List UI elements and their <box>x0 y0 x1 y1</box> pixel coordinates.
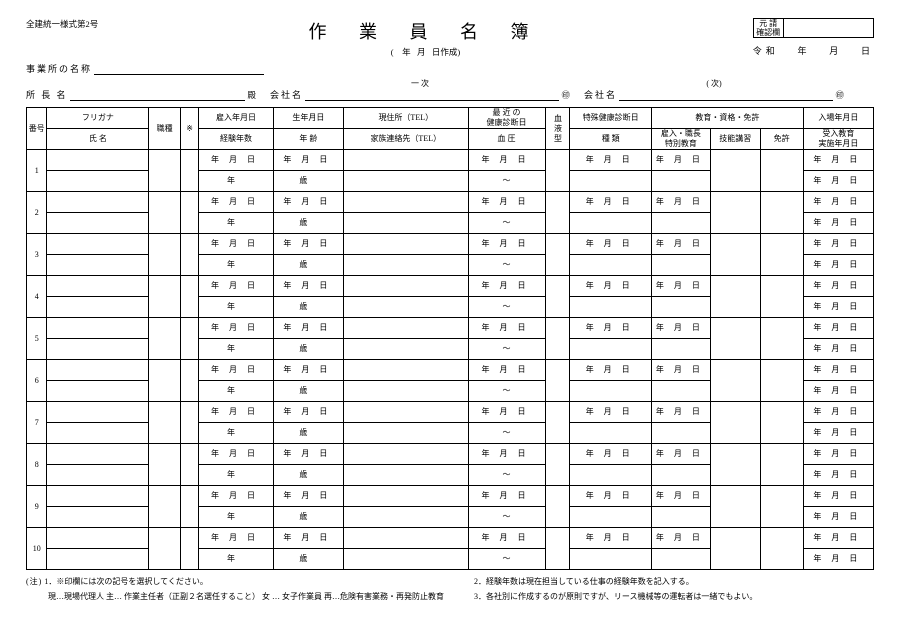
table-row: 10年 月 日年 月 日年 月 日年 月 日年 月 日年 月 日 <box>27 528 874 549</box>
row-no: 10 <box>27 528 47 570</box>
hdr-edu1: 雇入・職長特別教育 <box>651 129 710 150</box>
chief-name-field: 所 長 名 殿 <box>26 79 256 101</box>
row-no: 5 <box>27 318 47 360</box>
hdr-shokushu: 職種 <box>149 108 181 150</box>
hdr-edu3: 免許 <box>760 129 803 150</box>
hdr-no: 番号 <box>27 108 47 150</box>
row-no: 6 <box>27 360 47 402</box>
table-row: 6年 月 日年 月 日年 月 日年 月 日年 月 日年 月 日 <box>27 360 874 381</box>
row-no: 2 <box>27 192 47 234</box>
hdr-kind: 種 類 <box>570 129 652 150</box>
confirm-cell <box>784 19 816 37</box>
table-row: 9年 月 日年 月 日年 月 日年 月 日年 月 日年 月 日 <box>27 486 874 507</box>
hdr-blood: 血液型 <box>545 108 570 150</box>
primary-company-field: 一 次 会社名 ㊞ <box>270 79 570 101</box>
reiwa-date: 令和 年 月 日 <box>753 44 874 57</box>
row-no: 3 <box>27 234 47 276</box>
hdr-age: 年 齢 <box>273 129 343 150</box>
creation-date-line: ( 年 月 日作成) <box>98 46 752 58</box>
row-no: 7 <box>27 402 47 444</box>
worker-roster-table: 番号 フリガナ 職種 ※ 雇入年月日 生年月日 現住所（TEL） 最 近 の健康… <box>26 107 874 570</box>
page-title: 作 業 員 名 簿 <box>98 18 752 44</box>
table-row: 5年 月 日年 月 日年 月 日年 月 日年 月 日年 月 日 <box>27 318 874 339</box>
hdr-family: 家族連絡先（TEL） <box>344 129 469 150</box>
hdr-hire-date: 雇入年月日 <box>199 108 274 129</box>
office-name-field: 事業所の名称 <box>26 62 266 75</box>
hdr-mark: ※ <box>180 108 198 150</box>
hdr-furigana: フリガナ <box>47 108 149 129</box>
row-no: 1 <box>27 150 47 192</box>
table-row: 8年 月 日年 月 日年 月 日年 月 日年 月 日年 月 日 <box>27 444 874 465</box>
table-row: 4年 月 日年 月 日年 月 日年 月 日年 月 日年 月 日 <box>27 276 874 297</box>
hdr-health: 最 近 の健康診断日 <box>468 108 545 129</box>
table-header: 番号 フリガナ 職種 ※ 雇入年月日 生年月日 現住所（TEL） 最 近 の健康… <box>27 108 874 150</box>
hdr-entry: 入場年月日 <box>803 108 873 129</box>
row-no: 8 <box>27 444 47 486</box>
secondary-company-field: ( 次) 会社名 ㊞ <box>584 79 844 101</box>
hdr-bp: 血 圧 <box>468 129 545 150</box>
confirm-label-1: 元 請 <box>759 19 777 28</box>
hdr-special: 特殊健康診断日 <box>570 108 652 129</box>
hdr-exp: 経験年数 <box>199 129 274 150</box>
confirm-label-2: 確認欄 <box>756 28 780 37</box>
hdr-edu-group: 教育・資格・免許 <box>651 108 803 129</box>
hdr-recv: 受入教育実施年月日 <box>803 129 873 150</box>
form-number: 全建統一様式第2号 <box>26 18 98 30</box>
table-row: 7年 月 日年 月 日年 月 日年 月 日年 月 日年 月 日 <box>27 402 874 423</box>
row-no: 9 <box>27 486 47 528</box>
hdr-addr: 現住所（TEL） <box>344 108 469 129</box>
hdr-edu2: 技能講習 <box>710 129 760 150</box>
table-row: 3年 月 日年 月 日年 月 日年 月 日年 月 日年 月 日 <box>27 234 874 255</box>
confirmation-box: 元 請 確認欄 <box>753 18 874 38</box>
table-row: 1年 月 日年 月 日年 月 日年 月 日年 月 日年 月 日 <box>27 150 874 171</box>
hdr-birth: 生年月日 <box>273 108 343 129</box>
row-no: 4 <box>27 276 47 318</box>
hdr-name: 氏 名 <box>47 129 149 150</box>
footnotes: (注) 1．※印欄には次の記号を選択してください。 現…現場代理人 主… 作業主… <box>26 576 874 602</box>
table-row: 2年 月 日年 月 日年 月 日年 月 日年 月 日年 月 日 <box>27 192 874 213</box>
